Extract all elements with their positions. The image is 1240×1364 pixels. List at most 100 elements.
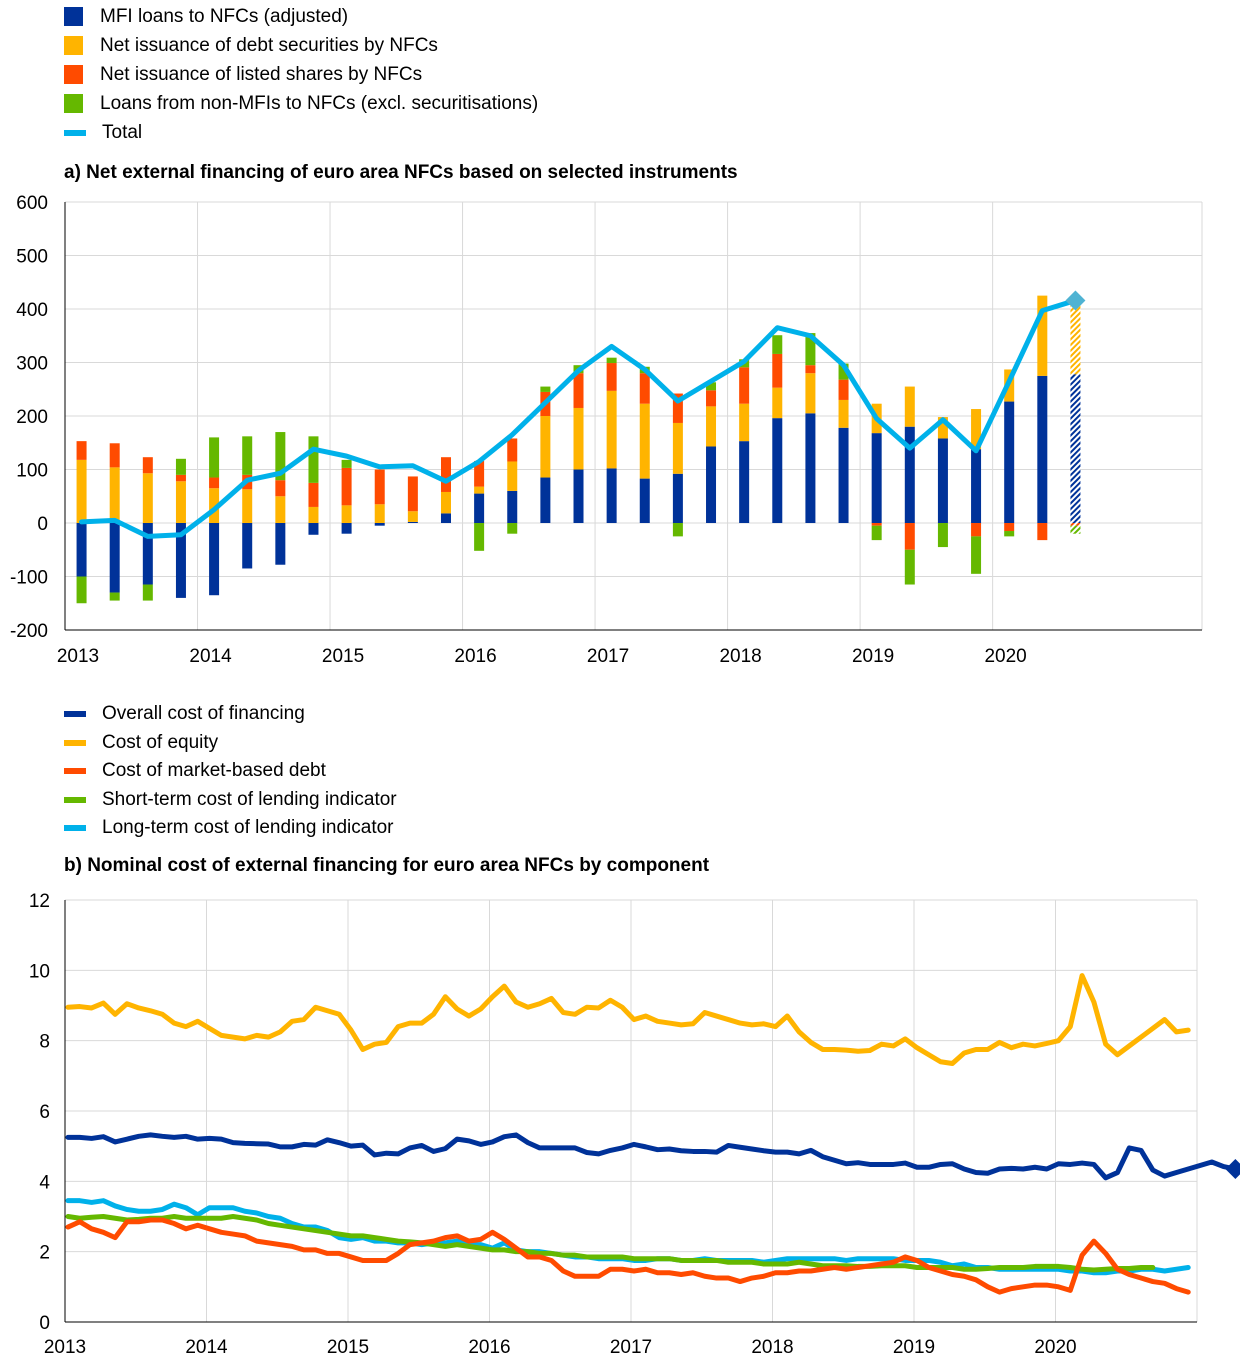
bar-mfi-loans-to-nfcs-adjusted [275,523,286,565]
bar-net-issuance-of-debt-securities-by-nfcs [838,399,849,428]
bar-mfi-loans-to-nfcs-adjusted [706,446,717,523]
bar-net-issuance-of-debt-securities-by-nfcs [1037,295,1048,376]
bar-loans-from-non-mfis-to-nfcs-excl-securitisations [76,576,87,604]
chart-b-title: b) Nominal cost of external financing fo… [64,855,710,876]
bar-net-issuance-of-listed-shares-by-nfcs [341,467,352,506]
bar-net-issuance-of-listed-shares-by-nfcs [971,523,982,537]
legend-item-mfi-loans: MFI loans to NFCs (adjusted) [64,2,538,31]
chart-b-x-tick-label: 2015 [327,1337,369,1358]
total-latest-marker [1065,290,1086,311]
bar-loans-from-non-mfis-to-nfcs-excl-securitisations [308,436,319,483]
bar-net-issuance-of-listed-shares-by-nfcs [573,373,584,408]
bar-loans-from-non-mfis-to-nfcs-excl-securitisations [706,382,717,391]
bar-net-issuance-of-listed-shares-by-nfcs [308,482,319,507]
legend-swatch-market-debt [64,768,86,775]
bar-mfi-loans-to-nfcs-adjusted [606,468,617,523]
chart-a-y-tick-label: 600 [16,193,48,214]
legend-swatch-cost-of-equity [64,739,86,746]
overall-cost-latest-marker [1225,1159,1240,1180]
bar-net-issuance-of-listed-shares-by-nfcs [407,476,418,512]
bar-loans-from-non-mfis-to-nfcs-excl-securitisations [275,432,286,481]
bar-net-issuance-of-listed-shares-by-nfcs [142,457,153,474]
bar-mfi-loans-to-nfcs-adjusted [341,523,352,534]
bar-net-issuance-of-listed-shares-by-nfcs [109,443,120,468]
chart-b-y-tick-label: 8 [39,1032,50,1053]
bar-mfi-loans-to-nfcs-adjusted [805,413,816,523]
bar-loans-from-non-mfis-to-nfcs-excl-securitisations [805,333,816,366]
bar-loans-from-non-mfis-to-nfcs-excl-securitisations [838,363,849,380]
legend-label-short-term-lending: Short-term cost of lending indicator [102,788,397,810]
bar-net-issuance-of-listed-shares-by-nfcs [904,523,915,550]
bar-net-issuance-of-debt-securities-by-nfcs [805,373,816,414]
legend-item-long-term-lending: Long-term cost of lending indicator [64,814,397,843]
bar-net-issuance-of-listed-shares-by-nfcs [739,367,750,404]
bar-net-issuance-of-listed-shares-by-nfcs [507,438,518,462]
bar-mfi-loans-to-nfcs-adjusted [1037,375,1048,523]
bar-mfi-loans-to-nfcs-adjusted [904,426,915,523]
bar-net-issuance-of-debt-securities-by-nfcs [175,481,186,523]
bar-net-issuance-of-debt-securities-by-nfcs [474,486,485,494]
bar-mfi-loans-to-nfcs-adjusted [1070,374,1081,523]
legend-label-overall-cost: Overall cost of financing [102,703,305,725]
legend-item-short-term-lending: Short-term cost of lending indicator [64,786,397,815]
chart-b-x-tick-label: 2017 [610,1337,652,1358]
bar-net-issuance-of-listed-shares-by-nfcs [1037,523,1048,541]
legend-swatch-debt-securities [64,36,83,55]
bar-mfi-loans-to-nfcs-adjusted [1004,401,1015,523]
chart-a-x-tick-label: 2018 [719,646,761,667]
chart-a-y-tick-label: 200 [16,407,48,428]
bar-loans-from-non-mfis-to-nfcs-excl-securitisations [242,436,253,475]
bar-mfi-loans-to-nfcs-adjusted [76,523,87,577]
chart-b-y-tick-label: 0 [39,1313,50,1334]
bar-mfi-loans-to-nfcs-adjusted [739,441,750,523]
bar-net-issuance-of-debt-securities-by-nfcs [573,407,584,470]
legend-label-non-mfi-loans: Loans from non-MFIs to NFCs (excl. secur… [100,92,539,114]
bar-loans-from-non-mfis-to-nfcs-excl-securitisations [672,523,683,537]
legend-label-cost-of-equity: Cost of equity [102,731,219,753]
bar-net-issuance-of-debt-securities-by-nfcs [275,496,286,523]
chart-a-y-tick-label: -100 [10,568,48,589]
bar-net-issuance-of-listed-shares-by-nfcs [871,523,882,526]
bar-net-issuance-of-debt-securities-by-nfcs [1070,300,1081,375]
legend-swatch-non-mfi-loans [64,94,83,113]
bar-mfi-loans-to-nfcs-adjusted [838,427,849,523]
bar-mfi-loans-to-nfcs-adjusted [573,469,584,523]
bar-net-issuance-of-listed-shares-by-nfcs [606,363,617,391]
chart-a-plot: -200 -100 0 100 200 300 400 500 600 2013 2014 2015 2… [10,193,1203,667]
bar-net-issuance-of-debt-securities-by-nfcs [672,422,683,474]
bar-net-issuance-of-listed-shares-by-nfcs [838,379,849,400]
bar-mfi-loans-to-nfcs-adjusted [440,513,451,523]
bar-mfi-loans-to-nfcs-adjusted [540,477,551,523]
bar-loans-from-non-mfis-to-nfcs-excl-securitisations [1004,531,1015,537]
legend-label-long-term-lending: Long-term cost of lending indicator [102,817,394,839]
bar-mfi-loans-to-nfcs-adjusted [639,478,650,523]
bar-net-issuance-of-listed-shares-by-nfcs [639,373,650,404]
bar-net-issuance-of-listed-shares-by-nfcs [672,393,683,423]
bar-net-issuance-of-debt-securities-by-nfcs [540,416,551,478]
legend-swatch-overall-cost [64,711,86,718]
chart-a-y-tick-label: 500 [16,247,48,268]
legend-label-listed-shares: Net issuance of listed shares by NFCs [100,63,423,85]
chart-b-x-tick-label: 2014 [185,1337,228,1358]
legend-swatch-listed-shares [64,65,83,84]
bar-mfi-loans-to-nfcs-adjusted [374,523,385,526]
chart-a-x-tick-label: 2017 [587,646,629,667]
bar-mfi-loans-to-nfcs-adjusted [937,438,948,523]
bar-mfi-loans-to-nfcs-adjusted [209,523,220,596]
bar-net-issuance-of-listed-shares-by-nfcs [374,469,385,505]
chart-b-y-tick-label: 6 [39,1102,50,1123]
bar-mfi-loans-to-nfcs-adjusted [971,449,982,523]
bar-loans-from-non-mfis-to-nfcs-excl-securitisations [1070,525,1081,534]
bar-net-issuance-of-listed-shares-by-nfcs [805,365,816,374]
bar-loans-from-non-mfis-to-nfcs-excl-securitisations [540,386,551,392]
bar-loans-from-non-mfis-to-nfcs-excl-securitisations [937,523,948,548]
chart-a-y-tick-label: 300 [16,354,48,375]
legend-panel-a: MFI loans to NFCs (adjusted) Net issuanc… [64,2,538,147]
bar-net-issuance-of-listed-shares-by-nfcs [1070,523,1081,526]
bar-mfi-loans-to-nfcs-adjusted [242,523,253,569]
bar-net-issuance-of-debt-securities-by-nfcs [440,491,451,514]
bar-net-issuance-of-debt-securities-by-nfcs [706,406,717,447]
bar-net-issuance-of-debt-securities-by-nfcs [374,504,385,523]
bar-loans-from-non-mfis-to-nfcs-excl-securitisations [109,592,120,601]
bar-mfi-loans-to-nfcs-adjusted [142,523,153,585]
